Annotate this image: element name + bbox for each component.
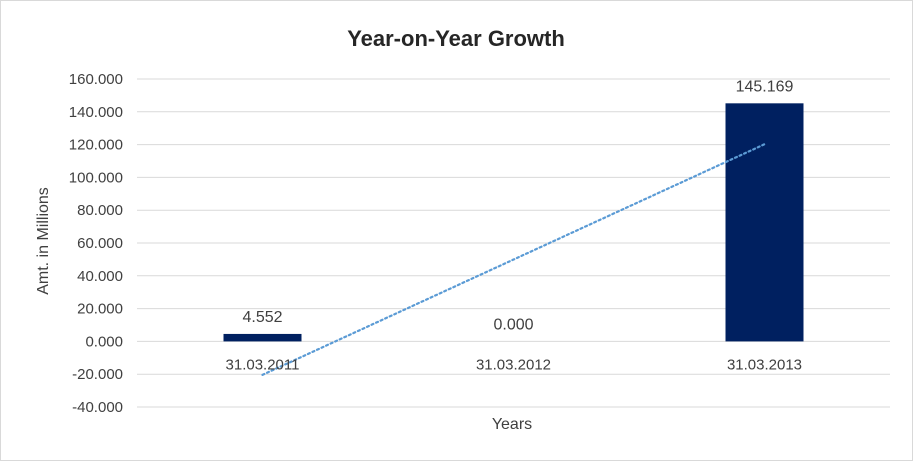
y-tick-label: 120.000 bbox=[69, 137, 123, 154]
x-tick-label: 31.03.2013 bbox=[727, 356, 802, 373]
y-axis-tick-labels: 160.000 140.000 120.000 100.000 80.000 60.000… bbox=[69, 71, 123, 416]
trendline bbox=[261, 143, 766, 376]
y-tick-label: -40.000 bbox=[72, 399, 123, 416]
bar bbox=[223, 333, 302, 342]
x-tick-label: 31.03.2012 bbox=[476, 356, 551, 373]
x-axis-tick-labels: 31.03.2011 31.03.2012 31.03.2013 bbox=[226, 356, 803, 373]
bars bbox=[223, 103, 804, 342]
y-tick-label: 80.000 bbox=[77, 202, 123, 219]
bar-data-label: 0.000 bbox=[493, 316, 533, 333]
y-tick-label: 40.000 bbox=[77, 268, 123, 285]
y-axis-title: Amt. in Millions bbox=[35, 187, 52, 295]
y-tick-label: 140.000 bbox=[69, 104, 123, 121]
y-tick-label: 0.000 bbox=[85, 333, 123, 350]
bar-data-label: 145.169 bbox=[736, 78, 794, 95]
y-tick-label: 60.000 bbox=[77, 235, 123, 252]
bar bbox=[725, 103, 804, 342]
x-tick-label: 31.03.2011 bbox=[226, 356, 300, 373]
y-tick-label: 100.000 bbox=[69, 169, 123, 186]
data-labels: 4.552 0.000 145.169 bbox=[242, 78, 793, 333]
x-axis-title: Years bbox=[492, 416, 532, 433]
y-tick-label: 160.000 bbox=[69, 71, 123, 88]
bar-data-label: 4.552 bbox=[242, 309, 282, 326]
y-tick-label: -20.000 bbox=[72, 366, 123, 383]
chart-title: Year-on-Year Growth bbox=[347, 26, 565, 51]
y-tick-label: 20.000 bbox=[77, 301, 123, 318]
trendline-group bbox=[261, 143, 766, 376]
gridlines bbox=[137, 78, 890, 408]
